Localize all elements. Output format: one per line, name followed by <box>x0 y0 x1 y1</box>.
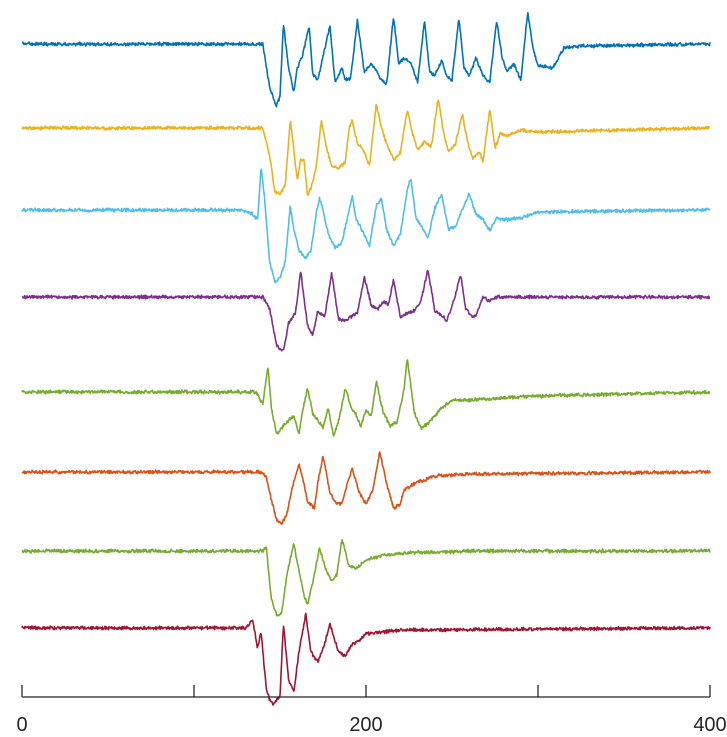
x-axis: 0 200 400 <box>16 685 727 736</box>
trace-group <box>21 11 711 706</box>
trace-3 <box>21 168 711 284</box>
trace-2 <box>21 99 711 196</box>
trace-4 <box>21 270 711 352</box>
x-tick-label: 400 <box>693 714 726 736</box>
trace-8 <box>21 612 711 706</box>
x-tick-label: 0 <box>16 714 27 736</box>
trace-6 <box>21 451 711 525</box>
x-tick-label: 200 <box>349 714 382 736</box>
trace-5 <box>21 359 711 437</box>
trace-7 <box>21 538 711 617</box>
trace-1 <box>21 11 711 108</box>
